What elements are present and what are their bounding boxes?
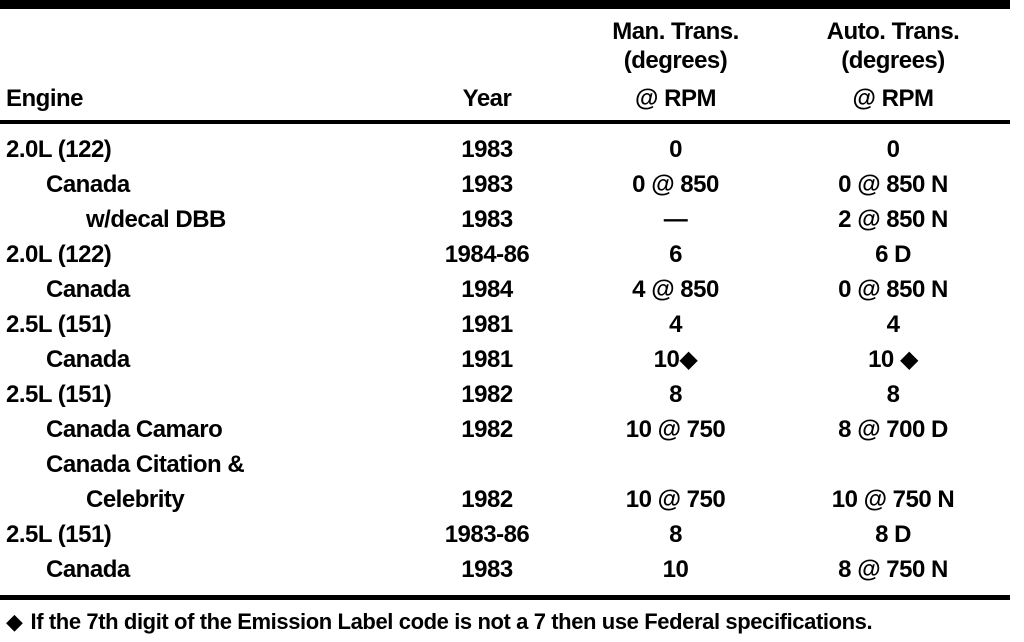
- year-cell: [399, 447, 575, 482]
- man-trans-cell: 0 @ 850: [632, 170, 719, 198]
- auto-trans-cell: 8 @ 750 N: [838, 555, 948, 583]
- engine-label: Celebrity: [86, 485, 185, 513]
- table-row: Canada Camaro 1982 10 @ 750 8 @ 700 D: [0, 412, 1010, 447]
- year-cell: 1983-86: [444, 520, 530, 548]
- engine-label: Canada: [46, 345, 130, 373]
- engine-label: 2.5L (151): [6, 520, 112, 548]
- man-trans-cell: 0: [669, 135, 682, 163]
- table-row: Canada 1983 10 8 @ 750 N: [0, 552, 1010, 593]
- man-trans-cell: 10 @ 750: [625, 485, 726, 513]
- man-trans-cell: 10◆: [653, 346, 698, 373]
- auto-trans-cell: [776, 447, 1010, 482]
- engine-label: Canada: [46, 275, 130, 303]
- auto-trans-cell: 0 @ 850 N: [838, 170, 948, 198]
- table-row: Canada 1981 10◆ 10 ◆: [0, 342, 1010, 377]
- engine-label: 2.0L (122): [6, 240, 112, 268]
- engine-label: 2.5L (151): [6, 310, 112, 338]
- man-trans-cell: 4 @ 850: [632, 275, 719, 303]
- table-row: 2.5L (151) 1983-86 8 8 D: [0, 517, 1010, 552]
- auto-trans-cell: 8 D: [875, 520, 911, 548]
- year-cell: 1982: [461, 380, 513, 408]
- table-row: Canada 1984 4 @ 850 0 @ 850 N: [0, 272, 1010, 307]
- engine-label: Canada Citation &: [46, 450, 245, 478]
- year-cell: 1984-86: [444, 240, 530, 268]
- man-trans-cell: 10: [662, 555, 689, 583]
- man-trans-cell: 6: [669, 240, 682, 268]
- year-cell: 1983: [461, 170, 513, 198]
- auto-trans-cell: 8: [886, 380, 900, 408]
- engine-label: w/decal DBB: [86, 205, 226, 233]
- auto-trans-cell: 0: [886, 135, 900, 163]
- table-body: 2.0L (122) 1983 0 0 Canada 1983 0 @ 850 …: [0, 122, 1010, 593]
- engine-label: 2.0L (122): [6, 135, 112, 163]
- year-cell: 1981: [461, 310, 513, 338]
- triangle-icon: △: [6, 637, 23, 642]
- engine-label: Canada: [46, 555, 130, 583]
- auto-trans-cell: 10 ◆: [868, 346, 918, 373]
- table-header: Engine Year Man. Trans. (degrees) @ RPM …: [0, 9, 1010, 124]
- man-trans-cell: 8: [669, 380, 682, 408]
- footnote-text: Revised by manufacturer.: [31, 639, 290, 642]
- table-row: Canada 1983 0 @ 850 0 @ 850 N: [0, 167, 1010, 202]
- man-trans-cell: 4: [669, 310, 682, 338]
- engine-label: Canada Camaro: [46, 415, 223, 443]
- auto-trans-units: (degrees): [841, 47, 945, 74]
- table-row: 2.0L (122) 1984-86 6 6 D: [0, 237, 1010, 272]
- auto-trans-cell: 6 D: [875, 240, 911, 268]
- man-trans-cell: —: [663, 205, 688, 233]
- ignition-timing-table: Engine Year Man. Trans. (degrees) @ RPM …: [0, 9, 1010, 593]
- man-trans-rpm: @ RPM: [635, 85, 716, 112]
- year-cell: 1982: [461, 485, 513, 513]
- auto-trans-rpm: @ RPM: [852, 85, 934, 112]
- year-cell: 1983: [461, 205, 513, 233]
- auto-trans-cell: 10 @ 750 N: [831, 485, 955, 513]
- table-row: 2.5L (151) 1982 8 8: [0, 377, 1010, 412]
- col-header-auto-trans: Auto. Trans. (degrees) @ RPM: [776, 9, 1010, 124]
- table-row: w/decal DBB 1983 — 2 @ 850 N: [0, 202, 1010, 237]
- col-header-engine: Engine: [0, 9, 399, 124]
- table-row: 2.5L (151) 1981 4 4: [0, 307, 1010, 342]
- man-trans-cell: 10 @ 750: [625, 415, 726, 443]
- footnote-triangle: △ Revised by manufacturer.: [6, 637, 1010, 642]
- man-trans-cell: [575, 447, 776, 482]
- year-cell: 1981: [461, 345, 513, 373]
- footnote-text: If the 7th digit of the Emission Label c…: [30, 609, 873, 634]
- man-trans-cell: 8: [669, 520, 682, 548]
- engine-label: 2.5L (151): [6, 380, 112, 408]
- table-top-rule: [0, 0, 1010, 9]
- table-bottom-rule: [0, 595, 1010, 600]
- col-header-year: Year: [399, 9, 575, 124]
- col-header-man-trans: Man. Trans. (degrees) @ RPM: [575, 9, 776, 124]
- auto-trans-cell: 8 @ 700 D: [838, 415, 948, 443]
- footnotes: ◆ If the 7th digit of the Emission Label …: [0, 600, 1010, 642]
- year-cell: 1982: [461, 415, 513, 443]
- engine-label: Canada: [46, 170, 130, 198]
- footnote-diamond: ◆ If the 7th digit of the Emission Label …: [6, 607, 1010, 637]
- diamond-icon: ◆: [6, 609, 23, 634]
- man-trans-units: (degrees): [623, 47, 728, 74]
- table-row: Canada Citation &: [0, 447, 1010, 482]
- year-cell: 1984: [461, 275, 513, 303]
- auto-trans-cell: 0 @ 850 N: [838, 275, 948, 303]
- auto-trans-cell: 4: [886, 310, 900, 338]
- man-trans-title: Man. Trans.: [612, 18, 739, 45]
- auto-trans-cell: 2 @ 850 N: [838, 205, 948, 233]
- table-row: Celebrity 1982 10 @ 750 10 @ 750 N: [0, 482, 1010, 517]
- table-row: 2.0L (122) 1983 0 0: [0, 122, 1010, 167]
- year-cell: 1983: [461, 135, 513, 163]
- year-cell: 1983: [461, 555, 513, 583]
- auto-trans-title: Auto. Trans.: [826, 18, 960, 45]
